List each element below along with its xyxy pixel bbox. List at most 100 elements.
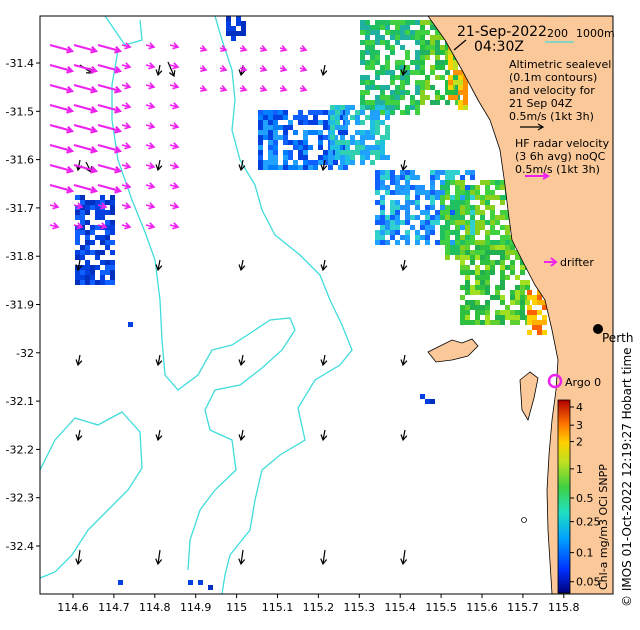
velocity-arrow-icon [169, 182, 180, 190]
chl-pixel [495, 250, 500, 255]
chl-pixel [480, 305, 485, 310]
chl-pixel [360, 30, 365, 35]
chl-pixel [385, 115, 390, 120]
chl-pixel [405, 30, 410, 35]
lon-tick-label: 115.6 [466, 601, 498, 614]
chl-pixel [75, 210, 80, 215]
velocity-arrow-icon [279, 45, 288, 53]
chl-pixel [385, 85, 390, 90]
chl-pixel [370, 150, 375, 155]
velocity-arrow-icon [155, 259, 163, 272]
chl-pixel [380, 40, 385, 45]
chl-pixel [365, 45, 370, 50]
chl-pixel [470, 210, 475, 215]
chl-pixel [105, 280, 110, 285]
chl-pixel [455, 185, 460, 190]
chl-pixel [505, 315, 510, 320]
chl-pixel [298, 145, 303, 150]
chl-pixel [365, 30, 370, 35]
chl-pixel [105, 260, 110, 265]
chl-pixel [527, 330, 532, 335]
chl-pixel [340, 135, 345, 140]
chl-pixel [370, 30, 375, 35]
chl-pixel [258, 145, 263, 150]
chl-pixel [485, 250, 490, 255]
chl-pixel [448, 80, 453, 85]
chl-pixel [435, 30, 440, 35]
chl-pixel [420, 100, 425, 105]
chl-pixel [480, 285, 485, 290]
chl-pixel [110, 260, 115, 265]
chl-pixel [258, 120, 263, 125]
chlorophyll-pixels [75, 16, 547, 590]
chl-pixel [410, 95, 415, 100]
velocity-arrow-icon [169, 102, 180, 110]
chl-pixel [283, 110, 288, 115]
chl-pixel [510, 250, 515, 255]
chl-pixel [435, 220, 440, 225]
chl-pixel [485, 315, 490, 320]
chl-pixel [375, 145, 380, 150]
chl-pixel [380, 135, 385, 140]
chl-pixel [415, 60, 420, 65]
chl-pixel [420, 190, 425, 195]
chl-pixel [420, 35, 425, 40]
chl-pixel [395, 90, 400, 95]
chl-pixel [425, 50, 430, 55]
chl-pixel [365, 75, 370, 80]
chl-pixel [500, 250, 505, 255]
chl-pixel [405, 70, 410, 75]
chl-pixel [370, 120, 375, 125]
chl-pixel [318, 120, 323, 125]
chl-pixel [532, 300, 537, 305]
chl-pixel [380, 85, 385, 90]
chl-pixel [100, 195, 105, 200]
colorbar-tick-label: 0.05 [576, 576, 601, 589]
chl-pixel [470, 215, 475, 220]
chl-pixel [490, 320, 495, 325]
chl-pixel [445, 90, 450, 95]
chl-pixel [450, 220, 455, 225]
chl-pixel [405, 170, 410, 175]
chl-pixel [268, 160, 273, 165]
chl-pixel [448, 60, 453, 65]
chl-pixel [480, 310, 485, 315]
chl-pixel [490, 295, 495, 300]
chl-pixel [435, 50, 440, 55]
chl-pixel [198, 580, 203, 585]
chl-pixel [440, 240, 445, 245]
chl-pixel [430, 215, 435, 220]
chl-pixel [480, 220, 485, 225]
chl-pixel [100, 235, 105, 240]
chl-pixel [350, 155, 355, 160]
chl-pixel [465, 320, 470, 325]
chl-pixel [405, 200, 410, 205]
chl-pixel [365, 155, 370, 160]
altimetry-velocity-arrows [75, 61, 408, 566]
chl-pixel [395, 215, 400, 220]
chl-pixel [500, 320, 505, 325]
chl-pixel [520, 300, 525, 305]
chl-pixel [542, 330, 547, 335]
velocity-arrow-icon [121, 222, 132, 230]
chl-pixel [515, 255, 520, 260]
chl-pixel [485, 235, 490, 240]
chl-pixel [420, 220, 425, 225]
colorbar-title: Chl-a mg/m3 OCi SNPP [597, 464, 610, 590]
chl-pixel [440, 185, 445, 190]
velocity-arrow-icon [167, 61, 176, 78]
chl-pixel [303, 165, 308, 170]
chl-pixel [460, 240, 465, 245]
chl-pixel [430, 35, 435, 40]
chl-pixel [360, 150, 365, 155]
chl-pixel [365, 135, 370, 140]
chl-pixel [458, 75, 463, 80]
land-rottnest-island [427, 338, 479, 363]
velocity-arrow-icon [238, 259, 246, 272]
velocity-arrow-icon [400, 64, 408, 77]
chl-pixel [400, 220, 405, 225]
chl-pixel [415, 230, 420, 235]
chl-pixel [90, 275, 95, 280]
chl-pixel [278, 135, 283, 140]
chl-pixel [460, 200, 465, 205]
